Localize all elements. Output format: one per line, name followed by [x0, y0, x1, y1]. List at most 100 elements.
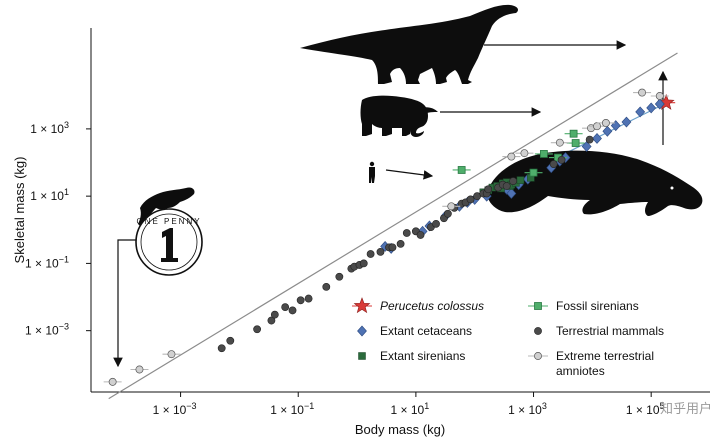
- shrew-silhouette: [138, 187, 195, 226]
- legend-label: Extant sirenians: [380, 349, 465, 363]
- point-fossil-sirenians: [457, 166, 466, 174]
- regression-line-gray: [108, 52, 678, 400]
- x-ticks: 1 × 10−3 1 × 10−1 1 × 101 1 × 103 1 × 105: [153, 392, 665, 417]
- point-terrestrial-mammals: [281, 303, 290, 312]
- point-fossil-sirenians: [529, 168, 538, 177]
- watermark: 知乎用户: [660, 401, 712, 416]
- legend-marker-fossil-sirenians: [534, 302, 542, 310]
- sauropod-silhouette: [300, 4, 518, 84]
- legend-marker-extreme-terrestrial-amniotes: [534, 352, 542, 360]
- legend-marker-perucetus-colossus: [353, 297, 371, 314]
- y-axis-title: Skeletal mass (kg): [12, 157, 27, 264]
- legend-marker-extant-cetaceans: [357, 325, 367, 337]
- point-terrestrial-mammals: [217, 344, 226, 353]
- point-terrestrial-mammals: [432, 219, 440, 228]
- point-extreme-terrestrial-amniotes: [593, 122, 601, 131]
- legend-item-fossil-sirenians: Fossil sirenians: [528, 299, 639, 313]
- point-terrestrial-mammals: [549, 160, 558, 168]
- legend-item-extant-sirenians: Extant sirenians: [358, 349, 465, 363]
- point-terrestrial-mammals: [484, 185, 493, 194]
- point-terrestrial-mammals: [304, 294, 313, 303]
- point-terrestrial-mammals: [296, 296, 305, 305]
- point-terrestrial-mammals: [267, 316, 276, 325]
- point-extant-cetaceans: [610, 120, 621, 132]
- legend-marker-extant-sirenians: [358, 352, 366, 360]
- y-tick-label: 1 × 101: [30, 187, 69, 203]
- point-terrestrial-mammals: [335, 272, 344, 281]
- point-extreme-terrestrial-amniotes: [638, 88, 647, 97]
- legend-item-extant-cetaceans: Extant cetaceans: [357, 324, 472, 338]
- x-axis-title: Body mass (kg): [355, 422, 445, 437]
- point-extant-cetaceans: [581, 141, 592, 152]
- point-fossil-sirenians: [569, 129, 578, 138]
- x-tick-label: 1 × 103: [508, 401, 547, 417]
- point-terrestrial-mammals: [388, 243, 397, 252]
- point-terrestrial-mammals: [396, 240, 405, 248]
- annotation-arrows: [113, 40, 668, 368]
- arrow-coin: [113, 239, 136, 368]
- point-extant-cetaceans: [592, 132, 602, 144]
- point-terrestrial-mammals: [359, 259, 368, 268]
- point-terrestrial-mammals: [509, 177, 518, 186]
- legend-label: Extant cetaceans: [380, 324, 472, 338]
- y-ticks: 1 × 10−3 1 × 10−1 1 × 101 1 × 103: [25, 120, 91, 338]
- point-extant-cetaceans: [602, 125, 613, 137]
- legend-label: amniotes: [556, 364, 605, 378]
- x-tick-label: 1 × 105: [626, 401, 665, 417]
- point-terrestrial-mammals: [226, 336, 235, 345]
- point-fossil-sirenians: [539, 150, 548, 158]
- point-extreme-terrestrial-amniotes: [555, 138, 564, 147]
- x-tick-label: 1 × 10−1: [270, 401, 314, 417]
- point-terrestrial-mammals: [376, 247, 385, 256]
- point-extreme-terrestrial-amniotes: [167, 350, 176, 359]
- legend-marker-terrestrial-mammals: [534, 327, 542, 335]
- legend: Perucetus colossus Fossil sirenians Extant…: [352, 297, 664, 378]
- point-extreme-terrestrial-amniotes: [655, 92, 664, 100]
- legend-label: Perucetus colossus: [380, 299, 484, 313]
- point-terrestrial-mammals: [585, 135, 594, 144]
- point-extreme-terrestrial-amniotes: [520, 149, 529, 158]
- point-extreme-terrestrial-amniotes: [108, 377, 117, 386]
- elephant-silhouette: [360, 95, 438, 137]
- point-extreme-terrestrial-amniotes: [507, 152, 516, 161]
- human-silhouette: [369, 161, 375, 183]
- point-terrestrial-mammals: [502, 182, 511, 190]
- data-points: [103, 88, 676, 386]
- point-terrestrial-mammals: [402, 229, 411, 237]
- point-terrestrial-mammals: [443, 209, 452, 218]
- y-tick-label: 1 × 10−3: [25, 322, 69, 338]
- legend-item-terrestrial-mammals: Terrestrial mammals: [534, 324, 664, 338]
- point-fossil-sirenians: [571, 139, 580, 147]
- legend-label: Terrestrial mammals: [556, 324, 664, 338]
- perucetus-silhouette: [488, 150, 703, 216]
- x-tick-label: 1 × 101: [391, 401, 430, 417]
- point-terrestrial-mammals: [366, 250, 375, 258]
- arrow-human: [385, 169, 434, 180]
- coin-text: ONE PENNY: [136, 217, 201, 226]
- point-extreme-terrestrial-amniotes: [447, 202, 456, 211]
- point-terrestrial-mammals: [288, 306, 297, 315]
- point-extant-cetaceans: [621, 116, 632, 128]
- y-tick-label: 1 × 103: [30, 120, 69, 136]
- point-extreme-terrestrial-amniotes: [601, 119, 610, 127]
- legend-item-perucetus-colossus: Perucetus colossus: [352, 297, 484, 314]
- point-extant-cetaceans: [506, 188, 517, 199]
- legend-label: Extreme terrestrial: [556, 349, 654, 363]
- point-terrestrial-mammals: [322, 283, 331, 291]
- penny-coin: ONE PENNY: [135, 208, 203, 276]
- point-terrestrial-mammals: [270, 310, 279, 319]
- point-terrestrial-mammals: [466, 195, 475, 204]
- point-terrestrial-mammals: [253, 325, 262, 334]
- point-extant-cetaceans: [654, 98, 665, 110]
- point-extant-cetaceans: [646, 102, 657, 114]
- point-terrestrial-mammals: [557, 155, 566, 164]
- point-terrestrial-mammals: [416, 231, 425, 239]
- x-tick-label: 1 × 10−3: [153, 401, 197, 417]
- point-extant-cetaceans: [635, 106, 646, 118]
- point-extant-sirenians: [516, 176, 525, 184]
- point-extreme-terrestrial-amniotes: [135, 365, 144, 374]
- legend-label: Fossil sirenians: [556, 299, 639, 313]
